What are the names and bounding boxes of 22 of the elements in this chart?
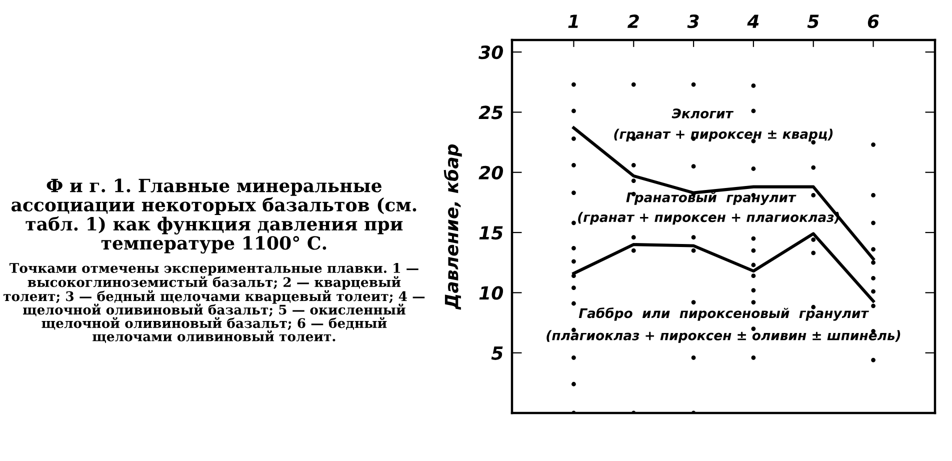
annotation: (гранат + пироксен ± кварц) (614, 128, 833, 142)
annotation: Эклогит (672, 108, 734, 118)
line-series (572, 126, 875, 261)
text: Ф и г. 1. Главные минеральные ассоциации некоторых базальтов (см. табл. 1) как функция давления при температуре 1100° С. (12, 178, 416, 254)
x-tick-label: 1 (568, 14, 578, 28)
y-tick-label: 25 (478, 106, 503, 120)
y-tick-label: 15 (479, 226, 503, 240)
annotation: Габбро или пироксеновый гранулит (578, 308, 869, 321)
y-axis-title: Давление, кбар (444, 144, 462, 310)
annotation: (гранат + пироксен + плагиоклаз) (578, 212, 840, 225)
text: Точками отмечены экспериментальные плавки. 1 — высокоглиноземистый базальт; 2 — кварцевый толеит; 3 — бедный щелочами кварцевый толеит; 4 — щелочной оливиновый базальт; 5 — окисленный щелочной оливиновый базальт; 6 — бедный щелочами оливиновый толеит. (4, 263, 425, 343)
x-tick-label: 5 (807, 14, 819, 28)
x-tick-label: 4 (747, 14, 759, 28)
x-tick-label: 3 (687, 14, 699, 28)
y-tick-label: 20 (478, 166, 504, 180)
annotation: Гранатовый гранулит (626, 192, 796, 205)
x-tick-label: 6 (868, 14, 879, 28)
y-tick-label: 10 (479, 286, 504, 300)
annotation: (плагиоклаз + пироксен ± оливин ± шпинель) (546, 330, 900, 343)
y-tick-label: 30 (478, 45, 504, 60)
x-tick-label: 2 (627, 14, 639, 28)
y-tick-label: 5 (491, 346, 503, 360)
